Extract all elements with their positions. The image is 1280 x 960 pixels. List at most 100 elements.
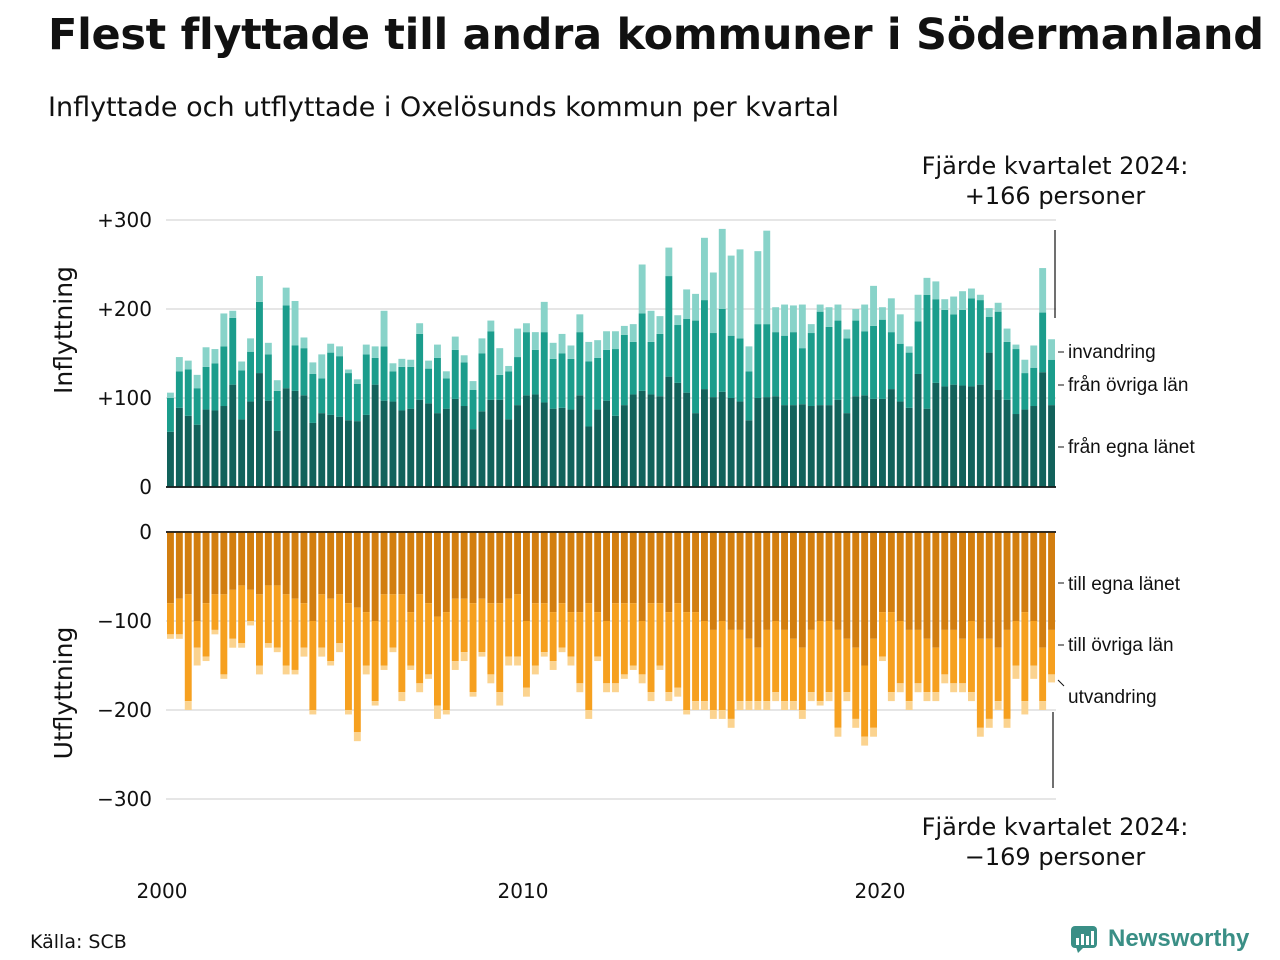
bar-out-2-82	[896, 683, 904, 693]
bar-out-0-33	[460, 532, 468, 599]
bar-out-2-14	[291, 669, 299, 675]
bar-in-0-68	[772, 396, 780, 487]
bar-in-2-56	[665, 247, 673, 277]
bar-out-2-89	[959, 683, 966, 693]
bar-in-2-6	[220, 313, 228, 347]
label-till-ovriga-lan: till övriga län	[1068, 635, 1174, 656]
bar-in-1-2	[184, 369, 192, 416]
bar-in-1-95	[1012, 349, 1020, 415]
bar-out-1-47	[585, 603, 593, 710]
bar-out-0-16	[309, 532, 317, 621]
bar-out-2-54	[647, 692, 655, 702]
bar-out-2-18	[327, 661, 335, 666]
bar-out-0-27	[407, 532, 415, 613]
bar-out-1-1	[175, 598, 183, 635]
bar-out-2-2	[184, 701, 192, 710]
bar-out-1-23	[371, 621, 379, 702]
bar-out-2-28	[416, 683, 424, 693]
bar-out-1-71	[798, 647, 806, 710]
bar-in-1-76	[843, 338, 851, 414]
bar-in-1-87	[941, 309, 949, 387]
bar-out-0-76	[843, 532, 851, 639]
bar-out-0-38	[505, 532, 513, 599]
bar-out-2-77	[852, 718, 860, 728]
bar-out-0-56	[665, 532, 673, 613]
bar-out-1-4	[202, 603, 210, 657]
bar-out-0-97	[1030, 532, 1038, 621]
bar-out-0-66	[754, 532, 762, 648]
bar-out-1-50	[612, 603, 619, 684]
bar-in-2-36	[487, 320, 495, 332]
bar-in-2-84	[914, 294, 922, 322]
bar-out-1-10	[256, 594, 263, 666]
bar-out-0-22	[362, 532, 370, 613]
bar-out-2-46	[576, 683, 584, 693]
bar-in-1-40	[523, 332, 530, 396]
bar-out-1-90	[968, 621, 975, 693]
bar-out-2-31	[442, 710, 450, 715]
bar-in-0-23	[371, 384, 379, 487]
bar-out-0-57	[674, 532, 682, 604]
bar-in-0-22	[362, 414, 370, 487]
bar-in-2-88	[950, 296, 958, 315]
bar-in-2-60	[701, 237, 708, 301]
bar-in-1-44	[558, 353, 566, 408]
bar-in-2-72	[807, 324, 815, 334]
bar-in-2-98	[1039, 268, 1047, 313]
bar-out-2-56	[665, 692, 673, 702]
bar-out-2-61	[709, 710, 717, 719]
bar-in-0-99	[1048, 405, 1055, 487]
bar-in-2-10	[256, 276, 263, 302]
bar-out-2-11	[264, 643, 272, 648]
bar-in-0-92	[985, 352, 993, 487]
bar-in-0-51	[620, 405, 628, 487]
bar-out-0-64	[736, 532, 744, 630]
bar-out-1-51	[620, 603, 628, 675]
bar-in-2-59	[692, 293, 699, 321]
bar-out-2-66	[754, 701, 762, 710]
bar-out-1-16	[309, 621, 317, 710]
bar-in-1-52	[629, 341, 637, 395]
bar-in-2-17	[318, 354, 326, 379]
bar-in-1-49	[603, 349, 610, 401]
bar-in-2-79	[870, 285, 877, 326]
bar-in-0-3	[193, 424, 201, 487]
bar-out-0-21	[353, 532, 361, 608]
bar-out-0-84	[914, 532, 922, 630]
bar-out-1-85	[923, 638, 931, 693]
bar-out-1-29	[425, 603, 432, 675]
bar-in-0-94	[1003, 399, 1011, 487]
bar-out-2-81	[887, 692, 895, 702]
bar-out-2-68	[772, 692, 780, 702]
bar-in-2-62	[718, 228, 726, 309]
bar-in-1-34	[469, 389, 477, 430]
bar-in-0-32	[451, 398, 459, 487]
bar-in-2-14	[291, 300, 299, 346]
bar-out-1-89	[959, 638, 966, 684]
bar-in-0-91	[976, 384, 984, 487]
bar-out-0-67	[763, 532, 771, 630]
bar-out-1-31	[442, 612, 450, 710]
bar-out-0-98	[1039, 532, 1047, 648]
bar-out-1-26	[398, 594, 406, 693]
bar-in-1-69	[781, 335, 788, 406]
bar-in-2-46	[576, 314, 584, 333]
bar-out-2-92	[985, 718, 993, 728]
bar-out-2-44	[558, 647, 566, 653]
bar-out-2-30	[434, 705, 441, 719]
bar-in-0-55	[656, 396, 664, 487]
bar-out-0-36	[487, 532, 495, 604]
bar-in-2-16	[309, 362, 317, 374]
bar-out-0-86	[932, 532, 940, 648]
bar-in-2-52	[629, 324, 637, 342]
bar-in-1-35	[478, 353, 486, 412]
bar-in-0-66	[754, 398, 762, 487]
bar-out-2-32	[451, 661, 459, 670]
bar-out-0-28	[416, 532, 424, 595]
bar-out-1-95	[1012, 621, 1020, 666]
bar-in-0-21	[353, 421, 361, 487]
bar-out-1-20	[345, 603, 352, 710]
bar-out-0-52	[629, 532, 637, 604]
bar-in-1-94	[1003, 341, 1011, 400]
bar-in-1-37	[496, 374, 504, 400]
